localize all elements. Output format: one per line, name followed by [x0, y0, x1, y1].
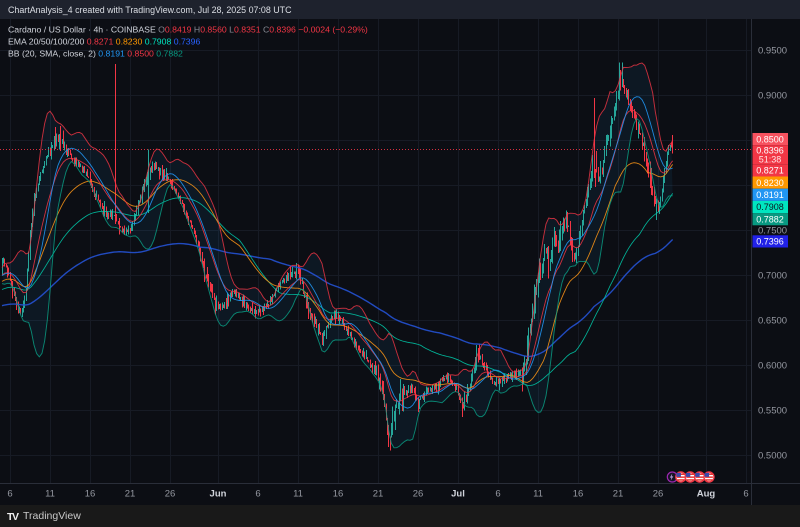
svg-text:0.9000: 0.9000 — [758, 91, 787, 102]
svg-text:6: 6 — [743, 489, 748, 500]
svg-text:0.5500: 0.5500 — [758, 406, 787, 417]
svg-text:Jun: Jun — [210, 489, 227, 500]
svg-text:0.7500: 0.7500 — [758, 226, 787, 237]
svg-text:0.9500: 0.9500 — [758, 46, 787, 57]
svg-text:0.7908: 0.7908 — [756, 202, 784, 212]
svg-text:0.8500: 0.8500 — [756, 134, 784, 144]
svg-text:0.6500: 0.6500 — [758, 316, 787, 327]
svg-text:0.6000: 0.6000 — [758, 361, 787, 372]
svg-text:6: 6 — [495, 489, 500, 500]
svg-text:Jul: Jul — [451, 489, 465, 500]
svg-text:11: 11 — [293, 489, 303, 500]
svg-text:0.8191: 0.8191 — [756, 190, 784, 200]
svg-text:21: 21 — [125, 489, 136, 500]
svg-text:26: 26 — [165, 489, 176, 500]
svg-text:0.7000: 0.7000 — [758, 271, 787, 282]
svg-text:26: 26 — [653, 489, 664, 500]
svg-text:21: 21 — [613, 489, 624, 500]
svg-text:6: 6 — [7, 489, 12, 500]
svg-text:0.5000: 0.5000 — [758, 451, 787, 462]
svg-text:16: 16 — [573, 489, 584, 500]
svg-text:0.7396: 0.7396 — [756, 237, 784, 247]
svg-text:11: 11 — [533, 489, 543, 500]
svg-text:0.8230: 0.8230 — [756, 178, 784, 188]
svg-text:16: 16 — [85, 489, 96, 500]
svg-text:51:38: 51:38 — [759, 155, 782, 165]
svg-text:0.7882: 0.7882 — [756, 214, 784, 224]
svg-text:11: 11 — [45, 489, 55, 500]
svg-text:0.8271: 0.8271 — [756, 166, 784, 176]
svg-text:6: 6 — [255, 489, 260, 500]
svg-text:21: 21 — [373, 489, 384, 500]
svg-text:Aug: Aug — [697, 489, 716, 500]
svg-text:EMA 20/50/100/200 0.8271 0.823: EMA 20/50/100/200 0.8271 0.8230 0.7908 0… — [8, 37, 200, 47]
svg-text:26: 26 — [413, 489, 424, 500]
svg-text:Cardano / US Dollar · 4h · COI: Cardano / US Dollar · 4h · COINBASE O0.8… — [8, 25, 368, 35]
svg-text:16: 16 — [333, 489, 344, 500]
svg-text:0.8396: 0.8396 — [756, 146, 784, 156]
svg-text:BB (20, SMA, close, 2) 0.8191: BB (20, SMA, close, 2) 0.8191 0.8500 0.7… — [8, 49, 183, 59]
